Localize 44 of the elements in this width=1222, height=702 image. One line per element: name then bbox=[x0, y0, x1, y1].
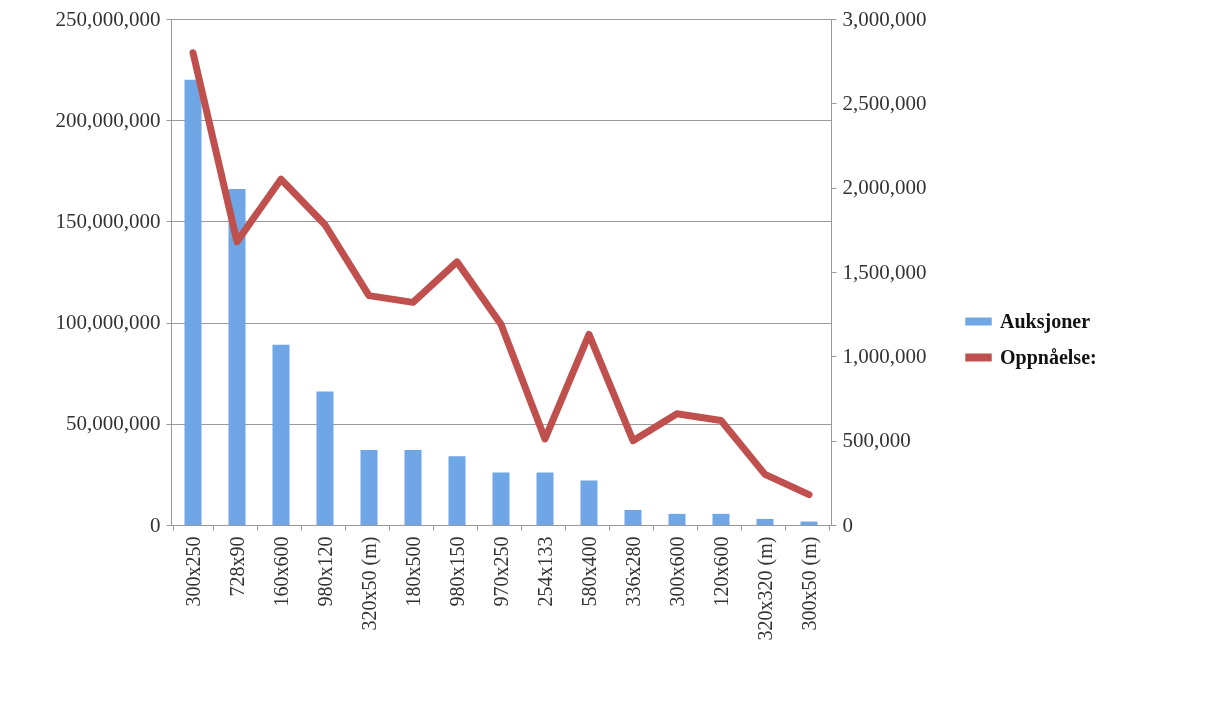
bar bbox=[184, 79, 202, 525]
bar bbox=[668, 513, 686, 525]
y-tick-label: 150,000,000 bbox=[55, 208, 161, 233]
y2-tick-label: 1,500,000 bbox=[842, 259, 927, 284]
x-tick-label: 970x250 bbox=[489, 536, 512, 607]
y2-tick-label: 1,000,000 bbox=[842, 343, 927, 368]
bar bbox=[360, 450, 378, 525]
x-tick-label: 300x600 bbox=[665, 536, 688, 607]
bar bbox=[448, 456, 466, 525]
x-tick-label: 180x500 bbox=[401, 536, 424, 607]
x-tick-label: 980x150 bbox=[445, 536, 468, 607]
y2-tick-label: 500,000 bbox=[842, 428, 911, 453]
x-tick-label: 980x120 bbox=[313, 536, 336, 607]
y2-tick-label: 3,000,000 bbox=[842, 6, 927, 31]
x-tick-label: 120x600 bbox=[709, 536, 732, 607]
bar bbox=[316, 391, 334, 525]
x-tick-label: 160x600 bbox=[269, 536, 292, 607]
bar bbox=[272, 344, 290, 525]
x-tick-label: 336x280 bbox=[621, 536, 644, 607]
bar bbox=[624, 510, 642, 525]
x-tick-label: 728x90 bbox=[225, 536, 248, 597]
legend-label: Oppnåelse: bbox=[1000, 345, 1097, 369]
bar bbox=[536, 472, 554, 525]
bar bbox=[492, 472, 510, 525]
x-tick-label: 320x320 (m) bbox=[753, 536, 777, 641]
y2-tick-label: 2,000,000 bbox=[842, 175, 927, 200]
y-tick-label: 250,000,000 bbox=[55, 6, 161, 31]
x-tick-label: 320x50 (m) bbox=[357, 536, 381, 631]
bar bbox=[712, 513, 730, 525]
x-tick-label: 580x400 bbox=[577, 536, 600, 607]
x-tick-label: 300x250 bbox=[181, 536, 204, 607]
x-tick-label: 300x50 (m) bbox=[797, 536, 821, 631]
y2-tick-label: 2,500,000 bbox=[842, 90, 927, 115]
bar bbox=[756, 518, 774, 525]
x-tick-label: 254x133 bbox=[533, 536, 556, 607]
y-tick-label: 200,000,000 bbox=[55, 107, 161, 132]
y-tick-label: 50,000,000 bbox=[66, 411, 161, 436]
bar bbox=[228, 189, 246, 525]
legend-label: Auksjoner bbox=[1000, 309, 1091, 333]
y2-tick-label: 0 bbox=[842, 512, 853, 537]
y-tick-label: 100,000,000 bbox=[55, 310, 161, 335]
y-tick-label: 0 bbox=[150, 512, 161, 537]
bar bbox=[404, 450, 422, 525]
bar bbox=[580, 480, 598, 525]
